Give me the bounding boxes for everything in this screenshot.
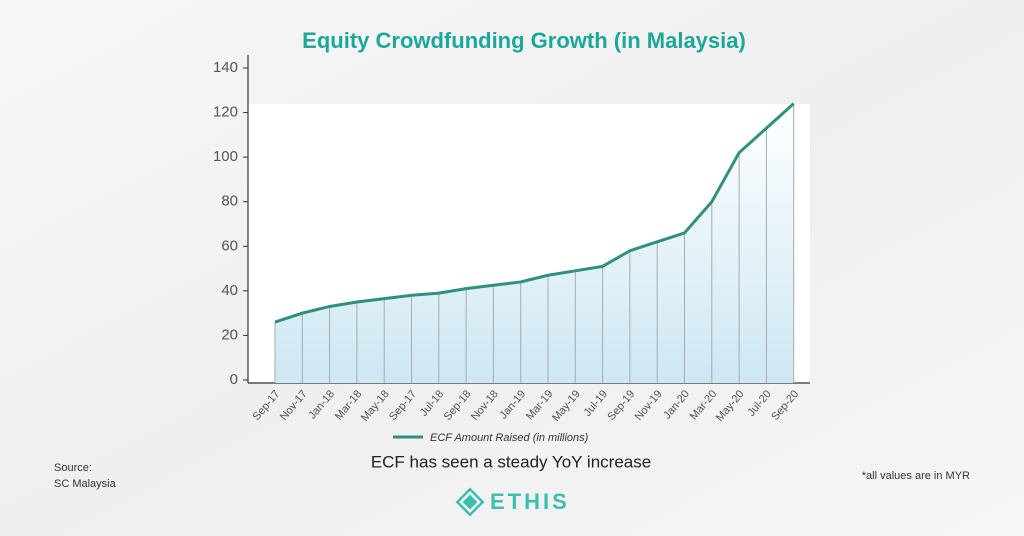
y-tick-label: 80 bbox=[221, 193, 238, 210]
legend-label: ECF Amount Raised (in millions) bbox=[430, 432, 589, 444]
y-tick-label: 40 bbox=[221, 282, 238, 299]
y-tick-label: 100 bbox=[213, 148, 238, 165]
source-label: Source: bbox=[54, 462, 92, 474]
note: *all values are in MYR bbox=[862, 470, 970, 482]
area bbox=[275, 103, 794, 384]
y-tick-label: 60 bbox=[221, 237, 238, 254]
source: SC Malaysia bbox=[54, 478, 117, 490]
brand-name: ETHIS bbox=[490, 489, 570, 514]
y-tick-label: 140 bbox=[213, 59, 238, 76]
line bbox=[274, 102, 795, 324]
subtitle: ECF has seen a steady YoY increase bbox=[371, 452, 651, 471]
y-tick-label: 0 bbox=[230, 371, 238, 388]
chart-title: Equity Crowdfunding Growth (in Malaysia) bbox=[302, 28, 746, 53]
y-tick-label: 20 bbox=[221, 326, 238, 343]
y-tick-label: 120 bbox=[213, 104, 238, 121]
logo-icon bbox=[455, 487, 485, 517]
brand-logo: ETHIS bbox=[455, 487, 570, 517]
